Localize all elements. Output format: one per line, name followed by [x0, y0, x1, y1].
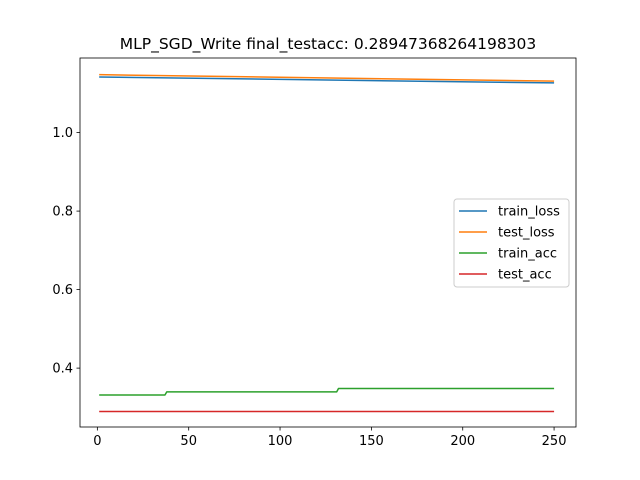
plot-frame: [79, 57, 577, 428]
series-line-train-loss: [99, 76, 555, 84]
y-tick-label: 0.4: [52, 362, 73, 377]
chart-title: MLP_SGD_Write final_testacc: 0.289473682…: [120, 35, 537, 54]
legend-label: train_acc: [498, 247, 557, 262]
y-tick-label: 0.6: [52, 283, 73, 298]
series-line-train-acc: [99, 387, 555, 396]
x-tick-label: 200: [450, 434, 475, 449]
plot-area: [79, 57, 577, 428]
x-tick-label: 250: [542, 434, 567, 449]
x-axis: 0 50 100 150 200 250: [93, 427, 566, 449]
series-line-test-loss: [99, 73, 555, 82]
legend: train_loss test_loss train_acc test_acc: [453, 198, 570, 288]
y-axis: 0.4 0.6 0.8 1.0: [52, 126, 80, 377]
legend-label: test_acc: [498, 268, 552, 283]
legend-label: train_loss: [498, 205, 560, 220]
x-tick-label: 0: [93, 434, 101, 449]
legend-label: test_loss: [498, 226, 555, 241]
series-layer: [99, 73, 555, 413]
x-tick-label: 50: [180, 434, 197, 449]
legend-box: [453, 198, 570, 288]
x-tick-label: 100: [268, 434, 293, 449]
y-tick-label: 0.8: [52, 205, 73, 220]
y-tick-label: 1.0: [52, 126, 73, 141]
x-tick-label: 150: [359, 434, 384, 449]
